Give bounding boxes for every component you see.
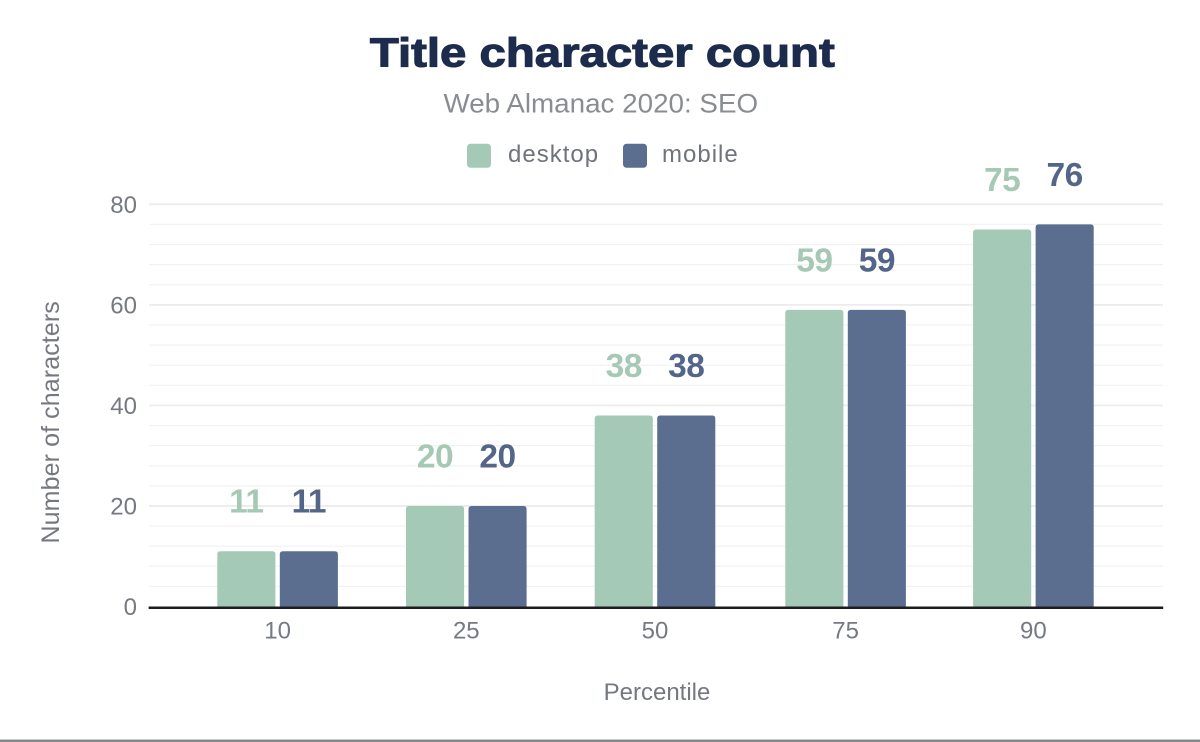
svg-text:80: 80 bbox=[110, 192, 137, 219]
svg-text:Title character count: Title character count bbox=[370, 31, 835, 76]
svg-text:20: 20 bbox=[417, 438, 453, 475]
svg-text:Web Almanac 2020: SEO: Web Almanac 2020: SEO bbox=[443, 88, 758, 119]
svg-text:25: 25 bbox=[453, 617, 480, 644]
svg-text:Percentile: Percentile bbox=[604, 679, 711, 706]
svg-text:75: 75 bbox=[832, 617, 859, 644]
svg-text:Number of characters: Number of characters bbox=[37, 301, 65, 543]
svg-text:0: 0 bbox=[124, 594, 137, 621]
svg-text:38: 38 bbox=[606, 348, 642, 385]
svg-text:90: 90 bbox=[1020, 617, 1047, 644]
svg-text:10: 10 bbox=[264, 617, 291, 644]
svg-text:20: 20 bbox=[110, 494, 137, 521]
svg-text:60: 60 bbox=[110, 292, 137, 319]
svg-text:76: 76 bbox=[1047, 157, 1083, 194]
svg-text:desktop: desktop bbox=[508, 141, 599, 168]
svg-text:40: 40 bbox=[110, 393, 137, 420]
svg-text:59: 59 bbox=[859, 242, 895, 279]
svg-text:11: 11 bbox=[292, 484, 326, 521]
svg-text:20: 20 bbox=[479, 438, 515, 475]
svg-text:mobile: mobile bbox=[662, 141, 739, 168]
svg-text:75: 75 bbox=[984, 162, 1020, 199]
svg-text:11: 11 bbox=[229, 484, 263, 521]
svg-text:38: 38 bbox=[668, 348, 704, 385]
svg-text:59: 59 bbox=[796, 242, 832, 279]
svg-text:50: 50 bbox=[642, 617, 669, 644]
